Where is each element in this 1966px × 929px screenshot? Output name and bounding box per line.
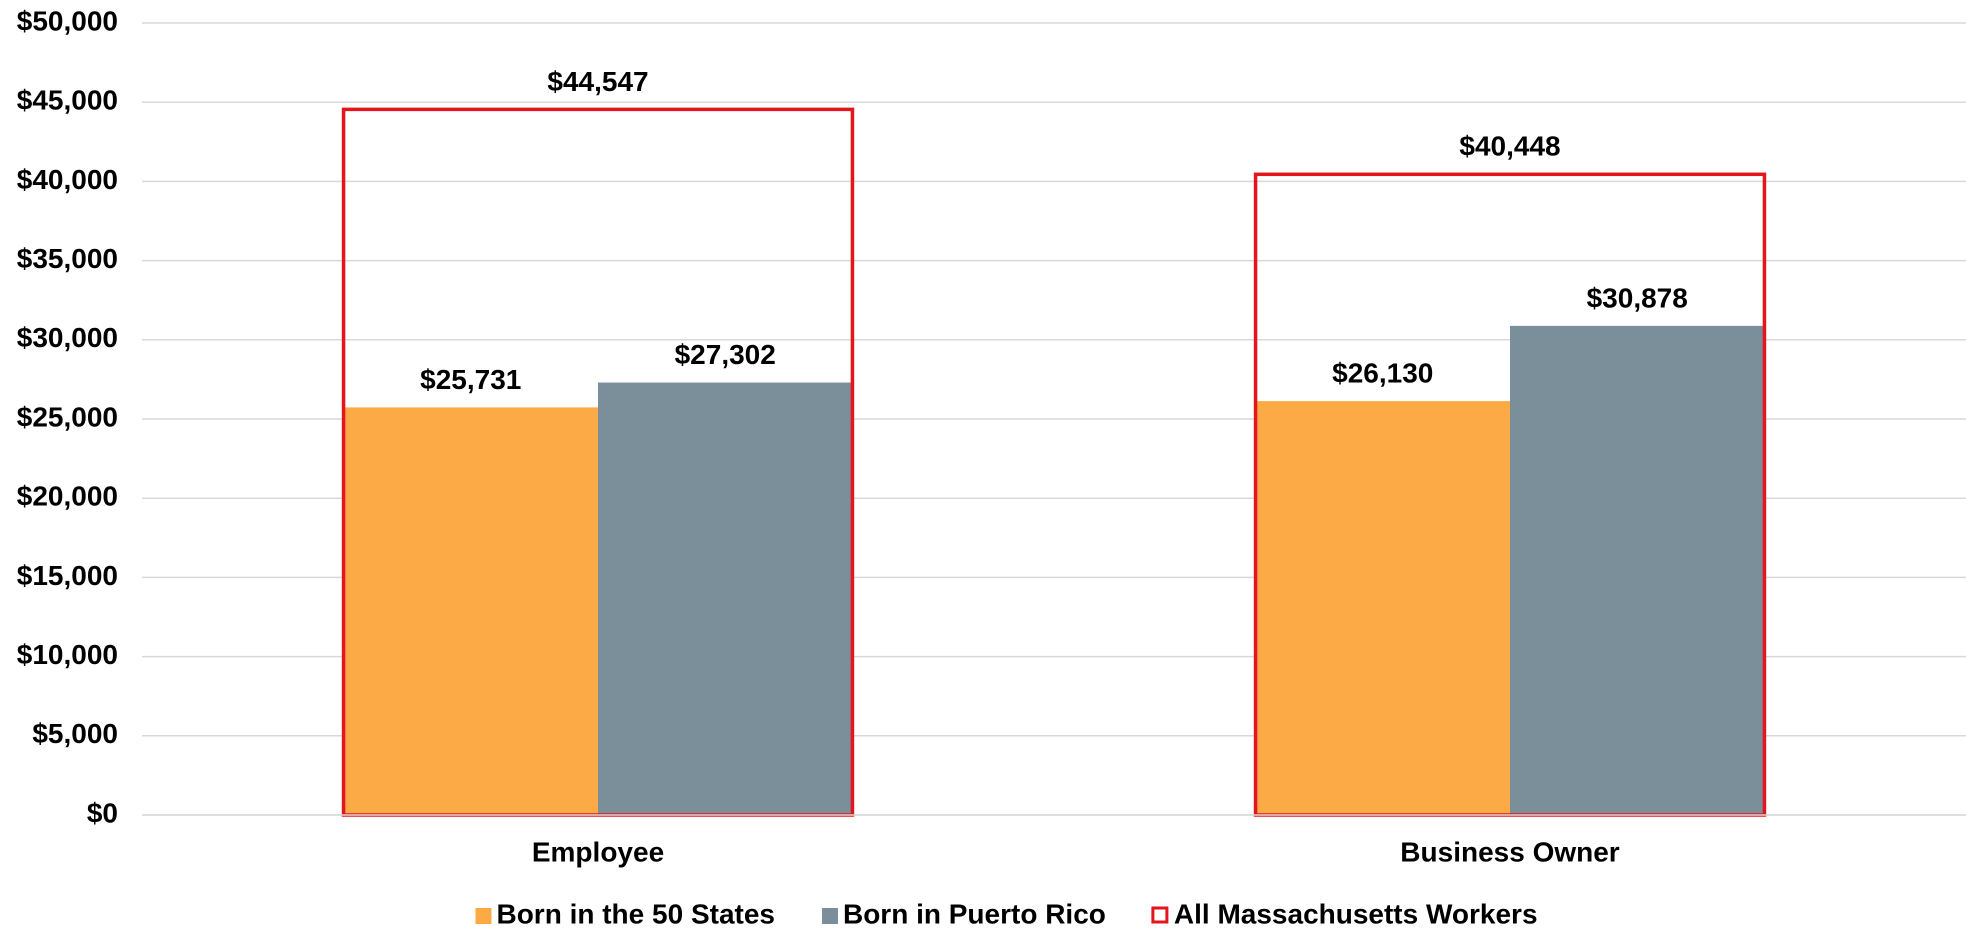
y-tick-label: $45,000 (17, 85, 118, 116)
y-tick-label: $30,000 (17, 322, 118, 353)
data-label: $26,130 (1332, 357, 1433, 388)
y-tick-label: $35,000 (17, 243, 118, 274)
y-tick-label: $15,000 (17, 560, 118, 591)
legend-label: Born in the 50 States (496, 898, 775, 929)
legend-marker (1151, 906, 1169, 924)
legend-label: All Massachusetts Workers (1174, 898, 1538, 929)
data-label: $27,302 (675, 339, 776, 370)
y-tick-label: $0 (87, 797, 118, 828)
y-tick-label: $10,000 (17, 639, 118, 670)
legend-marker (821, 908, 838, 924)
y-tick-label: $40,000 (17, 164, 118, 195)
bar (1510, 325, 1765, 815)
x-tick-label: Employee (532, 836, 664, 867)
bar (598, 382, 853, 815)
legend-label: Born in Puerto Rico (843, 898, 1106, 929)
bar (343, 407, 598, 815)
bar (1255, 401, 1510, 815)
y-tick-label: $25,000 (17, 401, 118, 432)
y-tick-label: $20,000 (17, 481, 118, 512)
legend-marker (475, 908, 492, 924)
data-label: $25,731 (420, 364, 521, 395)
y-tick-label: $5,000 (32, 718, 118, 749)
data-label: $30,878 (1587, 282, 1688, 313)
data-label: $44,547 (547, 66, 648, 97)
data-label: $40,448 (1459, 131, 1560, 162)
y-tick-label: $50,000 (17, 5, 118, 36)
x-tick-label: Business Owner (1400, 836, 1620, 867)
